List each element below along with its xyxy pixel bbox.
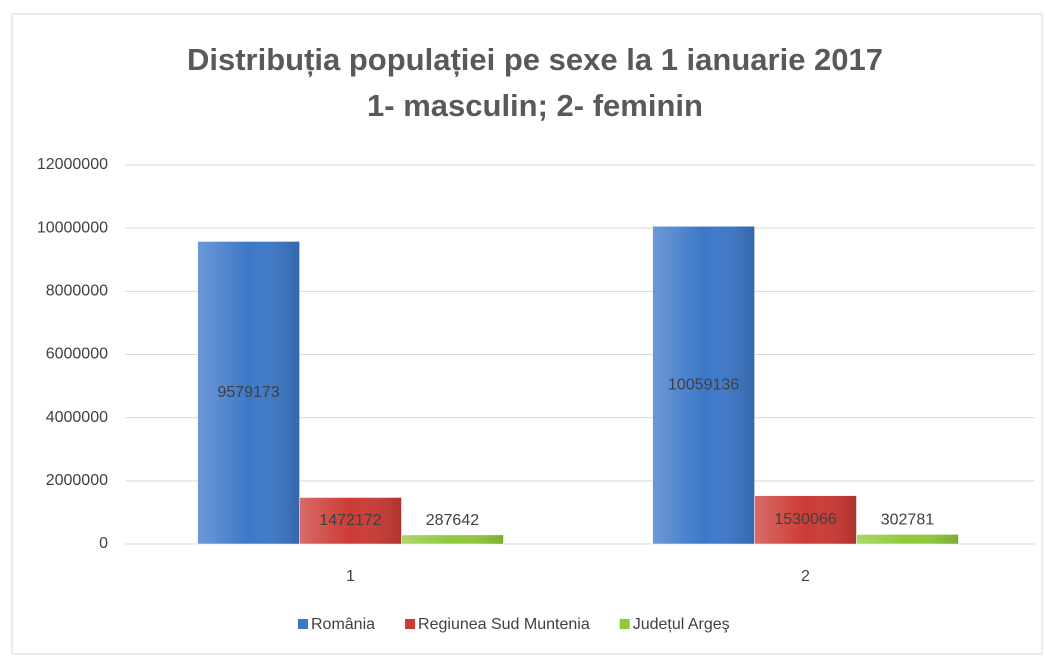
legend-swatch — [298, 619, 308, 629]
legend-label: Regiunea Sud Muntenia — [418, 616, 590, 633]
legend-label: Județul Argeş — [633, 616, 730, 633]
data-label: 287642 — [426, 512, 479, 529]
bar-shine — [754, 495, 857, 544]
y-tick-label: 10000000 — [37, 219, 108, 236]
legend-swatch — [405, 619, 416, 629]
legend-swatch — [619, 619, 630, 629]
y-tick-label: 6000000 — [46, 346, 108, 363]
chart-title: Distribuția populației pe sexe la 1 ianu… — [187, 42, 883, 77]
y-tick-label: 4000000 — [46, 409, 108, 426]
y-tick-label: 0 — [99, 535, 108, 552]
bar-shine — [299, 497, 402, 544]
legend-label: România — [311, 616, 375, 633]
y-tick-label: 8000000 — [46, 283, 108, 300]
chart-border — [11, 13, 1043, 655]
data-label: 9579173 — [217, 384, 279, 401]
data-label: 1530066 — [774, 511, 836, 528]
y-tick-label: 2000000 — [46, 472, 108, 489]
x-tick-label: 2 — [801, 568, 810, 585]
chart-subtitle: 1- masculin; 2- feminin — [367, 88, 703, 123]
data-label: 302781 — [881, 512, 934, 529]
y-tick-label: 12000000 — [37, 156, 108, 173]
bar-shine — [856, 534, 959, 544]
bar-shine — [652, 226, 755, 544]
x-tick-label: 1 — [346, 568, 355, 585]
data-label: 1472172 — [319, 512, 381, 529]
data-label: 10059136 — [668, 376, 739, 393]
bar-shine — [401, 534, 504, 544]
bar-shine — [197, 241, 300, 545]
